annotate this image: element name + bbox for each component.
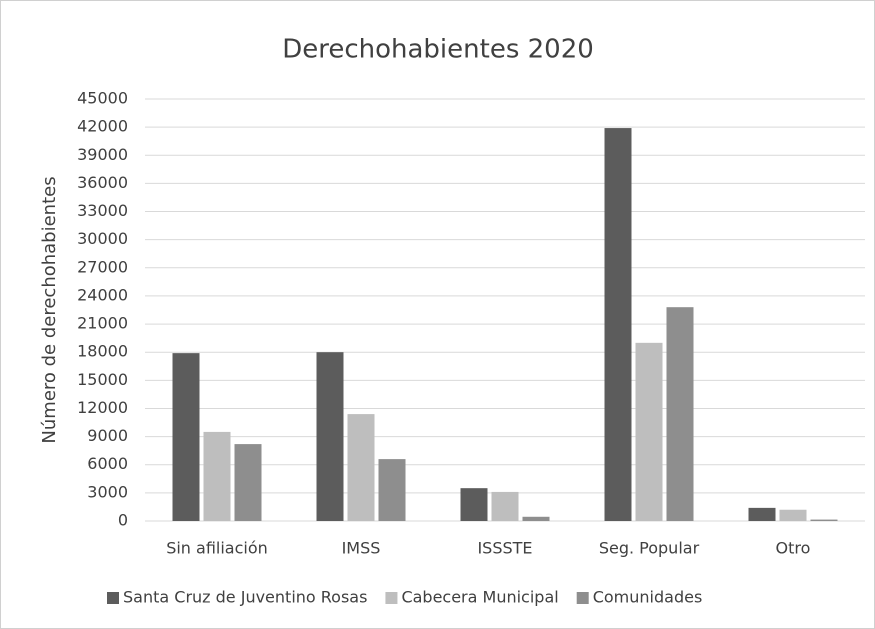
bar <box>172 353 200 521</box>
bar <box>316 352 344 521</box>
bar <box>604 128 632 521</box>
y-tick-label: 0 <box>118 511 128 530</box>
y-tick-label: 3000 <box>87 482 128 501</box>
y-axis-label: Número de derechohabientes <box>39 176 60 443</box>
y-tick-label: 18000 <box>77 342 128 361</box>
y-tick-label: 42000 <box>77 117 128 136</box>
legend-swatch <box>576 592 589 604</box>
bar <box>522 516 550 521</box>
bar <box>666 307 694 521</box>
bar <box>748 507 776 521</box>
bar <box>635 342 663 521</box>
y-tick-label: 33000 <box>77 201 128 220</box>
x-tick-label: Seg. Popular <box>599 539 700 558</box>
x-tick-label: ISSSTE <box>477 539 532 558</box>
bar <box>203 431 231 521</box>
legend-label: Comunidades <box>593 588 703 607</box>
bar <box>779 509 807 521</box>
x-tick-label: Sin afiliación <box>166 539 268 558</box>
x-tick-label: Otro <box>776 539 811 558</box>
legend-label: Cabecera Municipal <box>401 588 558 607</box>
y-tick-label: 12000 <box>77 398 128 417</box>
legend-swatch <box>385 592 398 604</box>
legend-label: Santa Cruz de Juventino Rosas <box>123 588 367 607</box>
y-tick-label: 36000 <box>77 173 128 192</box>
x-tick-label: IMSS <box>342 539 381 558</box>
y-tick-label: 45000 <box>77 89 128 108</box>
legend-swatch <box>107 592 119 604</box>
y-tick-label: 6000 <box>87 454 128 473</box>
y-tick-label: 27000 <box>77 257 128 276</box>
y-tick-label: 21000 <box>77 314 128 333</box>
bar <box>347 414 375 521</box>
bar <box>378 459 406 521</box>
bar <box>234 444 262 521</box>
bar <box>810 519 838 521</box>
y-tick-label: 9000 <box>87 426 128 445</box>
y-tick-label: 15000 <box>77 370 128 389</box>
bar <box>460 488 488 521</box>
chart-title: Derechohabientes 2020 <box>282 35 594 65</box>
y-tick-label: 30000 <box>77 229 128 248</box>
y-tick-label: 24000 <box>77 285 128 304</box>
y-tick-label: 39000 <box>77 145 128 164</box>
bar <box>491 491 519 521</box>
